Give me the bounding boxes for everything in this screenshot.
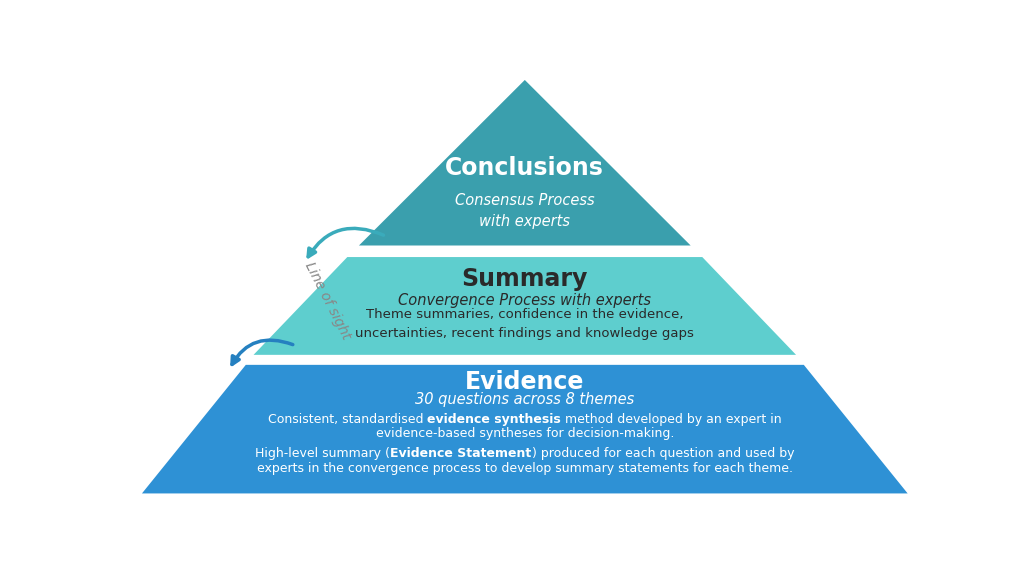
Text: Convergence Process with experts: Convergence Process with experts — [398, 294, 651, 308]
Polygon shape — [142, 365, 907, 494]
Polygon shape — [254, 257, 796, 355]
Text: Summary: Summary — [462, 267, 588, 291]
Text: Conclusions: Conclusions — [445, 157, 604, 181]
Text: High-level summary (: High-level summary ( — [255, 447, 390, 460]
FancyArrowPatch shape — [308, 229, 384, 256]
Text: Theme summaries, confidence in the evidence,
uncertainties, recent findings and : Theme summaries, confidence in the evide… — [355, 308, 694, 340]
Text: Consensus Process
with experts: Consensus Process with experts — [455, 193, 595, 229]
Text: evidence-based syntheses for decision-making.: evidence-based syntheses for decision-ma… — [376, 427, 674, 440]
Text: evidence synthesis: evidence synthesis — [427, 413, 561, 426]
FancyArrowPatch shape — [232, 340, 293, 364]
Polygon shape — [359, 80, 690, 246]
Text: 30 questions across 8 themes: 30 questions across 8 themes — [415, 392, 635, 407]
Text: Evidence: Evidence — [465, 370, 585, 394]
Text: Line of sight: Line of sight — [302, 260, 353, 342]
Text: experts in the convergence process to develop summary statements for each theme.: experts in the convergence process to de… — [257, 462, 793, 475]
Text: method developed by an expert in: method developed by an expert in — [561, 413, 781, 426]
Text: Consistent, standardised: Consistent, standardised — [268, 413, 427, 426]
Text: ) produced for each question and used by: ) produced for each question and used by — [531, 447, 795, 460]
Text: Evidence Statement: Evidence Statement — [390, 447, 531, 460]
